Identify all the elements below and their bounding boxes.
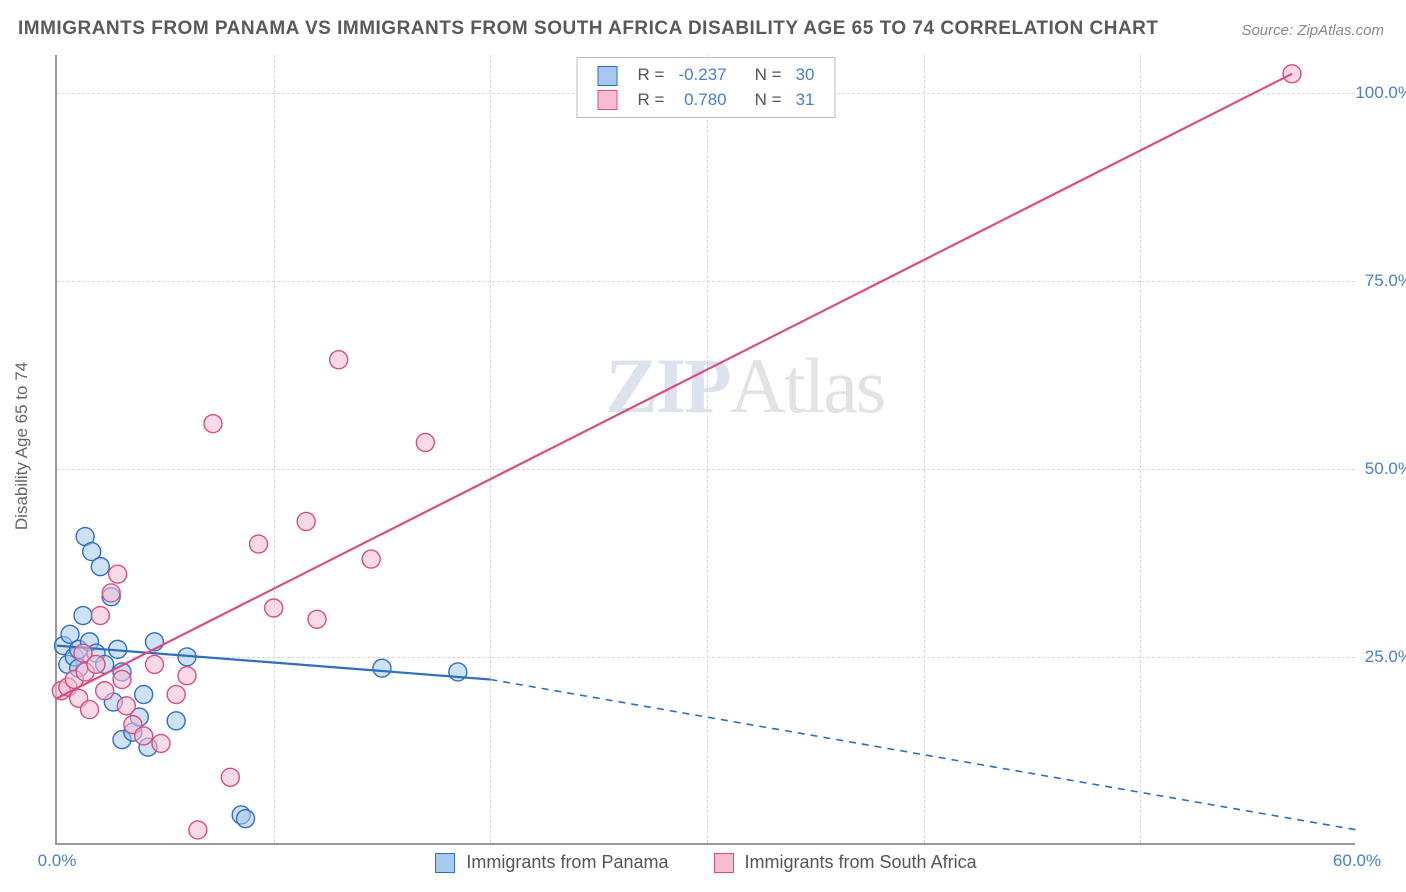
data-point — [297, 512, 315, 530]
x-tick-label: 60.0% — [1333, 851, 1381, 871]
n-label: N = — [749, 64, 788, 87]
plot-area: ZIPAtlas R = -0.237 N = 30 R = 0.780 N =… — [55, 55, 1355, 845]
data-point — [135, 686, 153, 704]
legend-row-panama: R = -0.237 N = 30 — [592, 64, 821, 87]
data-point — [373, 659, 391, 677]
data-point — [167, 712, 185, 730]
legend-item-sa: Immigrants from South Africa — [714, 852, 977, 873]
data-point — [167, 686, 185, 704]
data-point — [416, 433, 434, 451]
legend-row-sa: R = 0.780 N = 31 — [592, 89, 821, 112]
data-point — [135, 727, 153, 745]
y-axis-label: Disability Age 65 to 74 — [12, 362, 32, 530]
data-point — [204, 415, 222, 433]
data-point — [330, 351, 348, 369]
data-point — [250, 535, 268, 553]
data-point — [237, 810, 255, 828]
regression-line-dashed — [490, 679, 1357, 829]
data-point — [113, 670, 131, 688]
data-point — [91, 607, 109, 625]
r-value-panama: -0.237 — [672, 64, 732, 87]
n-label: N = — [749, 89, 788, 112]
swatch-panama-icon — [435, 853, 455, 873]
series-legend: Immigrants from Panama Immigrants from S… — [57, 852, 1355, 873]
data-point — [189, 821, 207, 839]
data-point — [152, 734, 170, 752]
n-value-sa: 31 — [790, 89, 821, 112]
chart-title: IMMIGRANTS FROM PANAMA VS IMMIGRANTS FRO… — [18, 18, 1159, 40]
legend-label-sa: Immigrants from South Africa — [745, 852, 977, 872]
legend-label-panama: Immigrants from Panama — [466, 852, 668, 872]
swatch-panama — [598, 66, 618, 86]
data-point — [109, 565, 127, 583]
data-point — [308, 610, 326, 628]
data-point — [96, 682, 114, 700]
data-point — [146, 655, 164, 673]
r-value-sa: 0.780 — [672, 89, 732, 112]
legend-item-panama: Immigrants from Panama — [435, 852, 668, 873]
data-point — [221, 768, 239, 786]
r-label: R = — [632, 64, 671, 87]
swatch-south-africa — [598, 90, 618, 110]
chart-svg — [57, 55, 1355, 843]
correlation-legend: R = -0.237 N = 30 R = 0.780 N = 31 — [577, 57, 836, 118]
data-point — [117, 697, 135, 715]
data-point — [265, 599, 283, 617]
data-point — [81, 701, 99, 719]
y-tick-label: 75.0% — [1365, 271, 1406, 291]
y-tick-label: 25.0% — [1365, 647, 1406, 667]
data-point — [362, 550, 380, 568]
r-label: R = — [632, 89, 671, 112]
regression-line — [57, 74, 1292, 698]
data-point — [91, 558, 109, 576]
x-tick-label: 0.0% — [38, 851, 77, 871]
data-point — [102, 584, 120, 602]
n-value-panama: 30 — [790, 64, 821, 87]
data-point — [87, 655, 105, 673]
y-tick-label: 100.0% — [1355, 83, 1406, 103]
source-attribution: Source: ZipAtlas.com — [1241, 22, 1384, 39]
swatch-sa-icon — [714, 853, 734, 873]
data-point — [74, 607, 92, 625]
y-tick-label: 50.0% — [1365, 459, 1406, 479]
data-point — [178, 667, 196, 685]
